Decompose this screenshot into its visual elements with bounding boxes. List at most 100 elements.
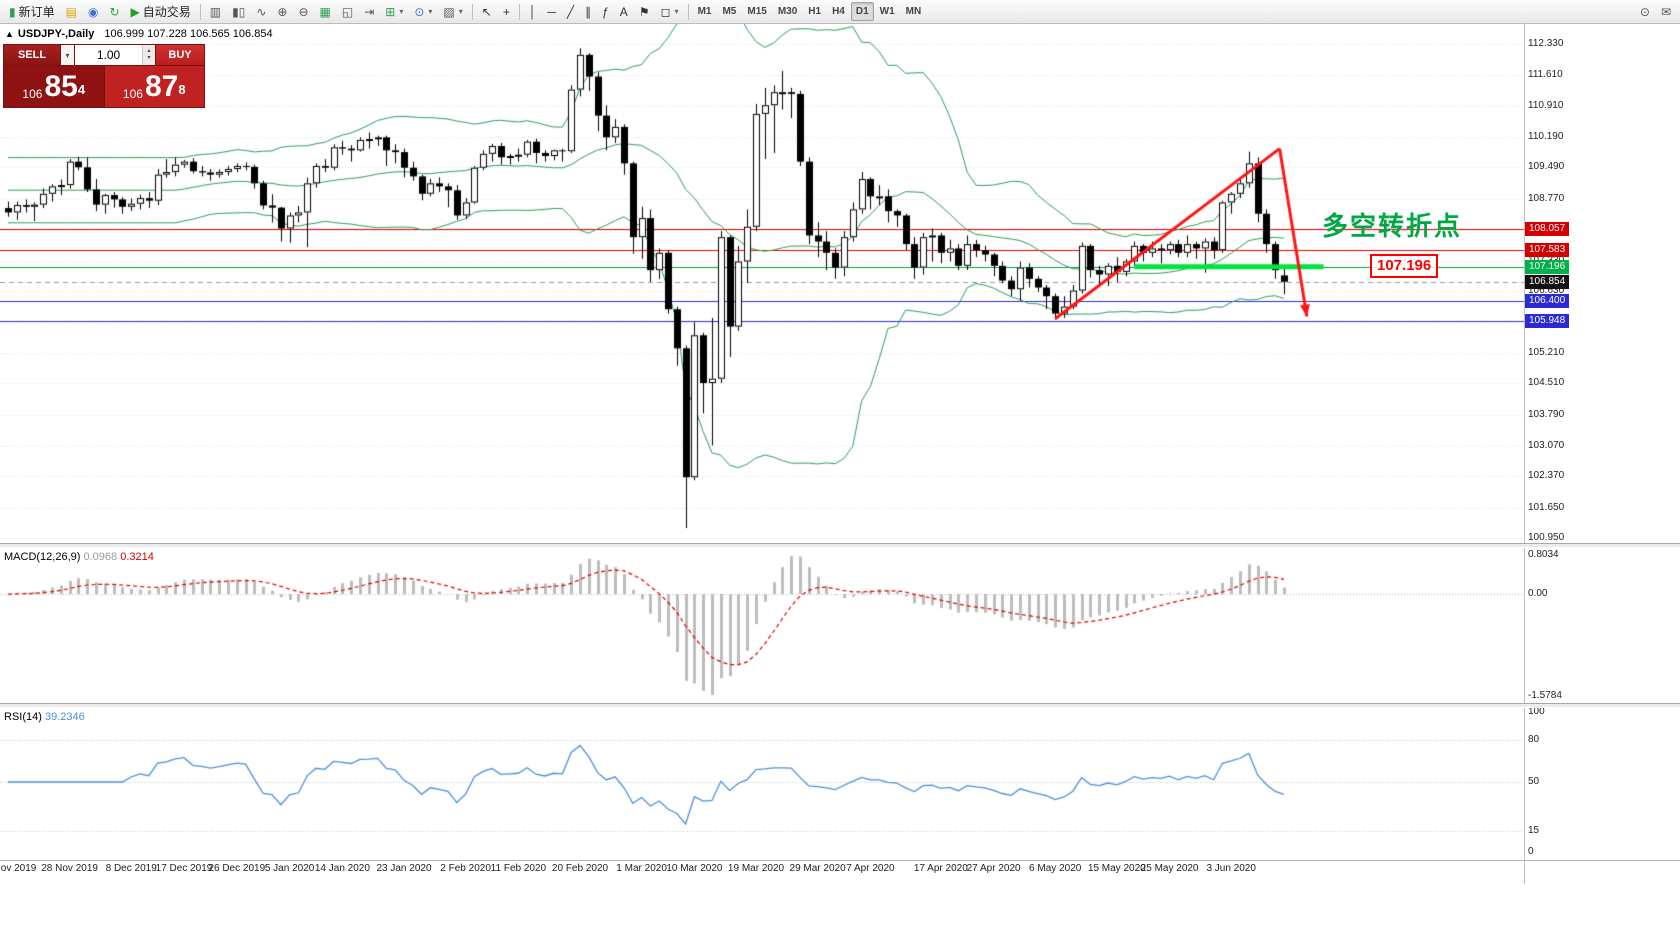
date-axis-label: 25 May 2020 bbox=[1140, 863, 1199, 874]
fibonacci-button[interactable]: ƒ bbox=[597, 2, 614, 21]
step-down-icon[interactable]: ▾ bbox=[147, 55, 151, 61]
pane-border bbox=[0, 860, 1680, 861]
one-click-expander[interactable]: ▲ bbox=[5, 29, 14, 39]
terminal-button[interactable]: ↻ bbox=[104, 2, 124, 21]
buy-price[interactable]: 106 87 8 bbox=[103, 66, 204, 107]
pane-separator[interactable] bbox=[0, 543, 1680, 548]
refresh-icon: ↻ bbox=[109, 4, 120, 19]
new-order-button[interactable]: ▮ 新订单 bbox=[4, 2, 60, 21]
new-order-button-label: 新订单 bbox=[18, 5, 55, 19]
pane-separator[interactable] bbox=[0, 703, 1680, 708]
volume-stepper[interactable]: ▴ ▾ bbox=[142, 45, 155, 65]
toolbar-separator bbox=[518, 3, 520, 20]
price-axis-label: 108.770 bbox=[1528, 192, 1565, 204]
rsi-canvas[interactable] bbox=[0, 708, 1524, 860]
trendline-button[interactable]: ╱ bbox=[562, 2, 579, 21]
date-axis-label: 28 Nov 2019 bbox=[41, 863, 98, 874]
tf-m1-button[interactable]: M1 bbox=[693, 2, 717, 21]
cursor-button[interactable]: ↖ bbox=[477, 2, 497, 21]
channel-icon: ∥ bbox=[585, 4, 592, 19]
price-axis-label: 112.330 bbox=[1528, 38, 1564, 49]
text-icon: A bbox=[619, 4, 628, 19]
tf-h1-button[interactable]: H1 bbox=[803, 2, 826, 21]
text-button[interactable]: A bbox=[615, 2, 633, 21]
tf-h4-button[interactable]: H4 bbox=[827, 2, 850, 21]
price-axis-label: 110.910 bbox=[1528, 99, 1564, 111]
periods-button[interactable]: ⊙ ▾ bbox=[409, 2, 437, 21]
chart-bars-button[interactable]: ▥ bbox=[205, 2, 226, 21]
rsi-indicator-label: RSI(14) 39.2346 bbox=[4, 711, 85, 723]
market-watch-button[interactable]: ▤ bbox=[61, 2, 82, 21]
fibonacci-icon: ƒ bbox=[602, 4, 609, 19]
shapes-button[interactable]: ◻ ▾ bbox=[656, 2, 684, 21]
price-axis-label: 106.630 bbox=[1528, 285, 1565, 297]
date-axis-label: 17 Dec 2019 bbox=[155, 863, 213, 874]
tf-m30-button[interactable]: M30 bbox=[773, 2, 802, 21]
channel-button[interactable]: ∥ bbox=[580, 2, 596, 21]
volume-dropdown-caret[interactable]: ▾ bbox=[60, 45, 74, 65]
chart-candles-button[interactable]: ▮▯ bbox=[227, 2, 250, 21]
price-axis-label: 103.790 bbox=[1528, 408, 1565, 420]
buy-price-pips: 87 bbox=[144, 69, 179, 103]
tile-windows-icon: ▦ bbox=[319, 4, 331, 19]
tf-mn-button[interactable]: MN bbox=[901, 2, 927, 21]
date-axis-label: 19 Mar 2020 bbox=[727, 863, 785, 874]
price-line-label: 105.948 bbox=[1525, 314, 1570, 329]
tf-m15-button[interactable]: M15 bbox=[742, 2, 771, 21]
date-axis-label: 5 Jan 2020 bbox=[264, 863, 315, 874]
tf-d1-button[interactable]: D1 bbox=[850, 2, 874, 21]
chart-annotation-text[interactable]: 多空转折点 bbox=[1322, 211, 1463, 241]
autotrading-button[interactable]: ▶ 自动交易 bbox=[126, 2, 196, 21]
step-up-icon[interactable]: ▴ bbox=[147, 48, 151, 54]
buy-button[interactable]: BUY bbox=[155, 45, 204, 65]
horizontal-line-button[interactable]: ─ bbox=[542, 2, 561, 21]
tf-w1-button[interactable]: W1 bbox=[875, 2, 900, 21]
caret-down-icon: ▾ bbox=[428, 7, 433, 16]
vertical-line-button[interactable]: │ bbox=[524, 2, 542, 21]
sell-price[interactable]: 106 85 4 bbox=[4, 66, 104, 107]
chart-line-button[interactable]: ∿ bbox=[251, 2, 271, 21]
tile-windows-button[interactable]: ▦ bbox=[315, 2, 336, 21]
tf-h4-button-label: H4 bbox=[832, 6, 845, 17]
chart-title: USDJPY-,Daily bbox=[17, 28, 95, 40]
rsi-value: 39.2346 bbox=[44, 711, 85, 723]
flag-icon: ⚑ bbox=[638, 4, 650, 19]
new-order-icon: ▮ bbox=[9, 4, 16, 19]
navigator-button[interactable]: ◉ bbox=[83, 2, 103, 21]
macd-main-value: 0.0968 bbox=[83, 551, 118, 563]
search-button[interactable]: ⊙ bbox=[1635, 2, 1655, 21]
zoom-in-button[interactable]: ⊕ bbox=[272, 2, 292, 21]
volume-input[interactable] bbox=[74, 45, 142, 65]
date-axis-label: 20 Feb 2020 bbox=[551, 863, 609, 874]
autotrading-button-label: 自动交易 bbox=[142, 5, 191, 19]
date-axis-label: 23 Jan 2020 bbox=[376, 863, 432, 874]
new-chart-button[interactable]: ⊞ ▾ bbox=[380, 2, 408, 21]
date-axis-label: 11 Feb 2020 bbox=[490, 863, 547, 874]
crosshair-icon: + bbox=[502, 4, 510, 19]
navigator-icon: ◉ bbox=[87, 4, 99, 19]
zoom-out-button[interactable]: ⊖ bbox=[293, 2, 313, 21]
macd-name: MACD(12,26,9) bbox=[4, 551, 81, 563]
crosshair-button[interactable]: + bbox=[498, 2, 515, 21]
arrows-button[interactable]: ⚑ bbox=[634, 2, 655, 21]
tf-h1-button-label: H1 bbox=[808, 6, 822, 17]
chart-shift-button[interactable]: ⇥ bbox=[359, 2, 379, 21]
price-chart-canvas[interactable] bbox=[0, 24, 1524, 543]
price-callout-box[interactable]: 107.196 bbox=[1370, 254, 1439, 278]
caret-down-icon: ▾ bbox=[399, 7, 404, 16]
price-axis-label: 102.370 bbox=[1528, 470, 1565, 482]
sell-button[interactable]: SELL bbox=[4, 45, 60, 65]
auto-arrange-button[interactable]: ◱ bbox=[337, 2, 358, 21]
templates-button[interactable]: ▨ ▾ bbox=[438, 2, 467, 21]
feedback-button[interactable]: ✉ bbox=[1656, 2, 1676, 21]
price-line-label: 108.057 bbox=[1525, 222, 1570, 237]
date-axis-label: 7 Apr 2020 bbox=[846, 863, 895, 874]
date-axis-label: 15 May 2020 bbox=[1087, 863, 1146, 874]
price-axis-label: 100.950 bbox=[1528, 532, 1565, 543]
play-icon: ▶ bbox=[130, 4, 140, 19]
macd-canvas[interactable] bbox=[0, 548, 1524, 703]
tf-m5-button[interactable]: M5 bbox=[717, 2, 741, 21]
price-axis-label: 110.190 bbox=[1528, 130, 1564, 142]
date-axis-label: 1 Mar 2020 bbox=[616, 863, 667, 874]
